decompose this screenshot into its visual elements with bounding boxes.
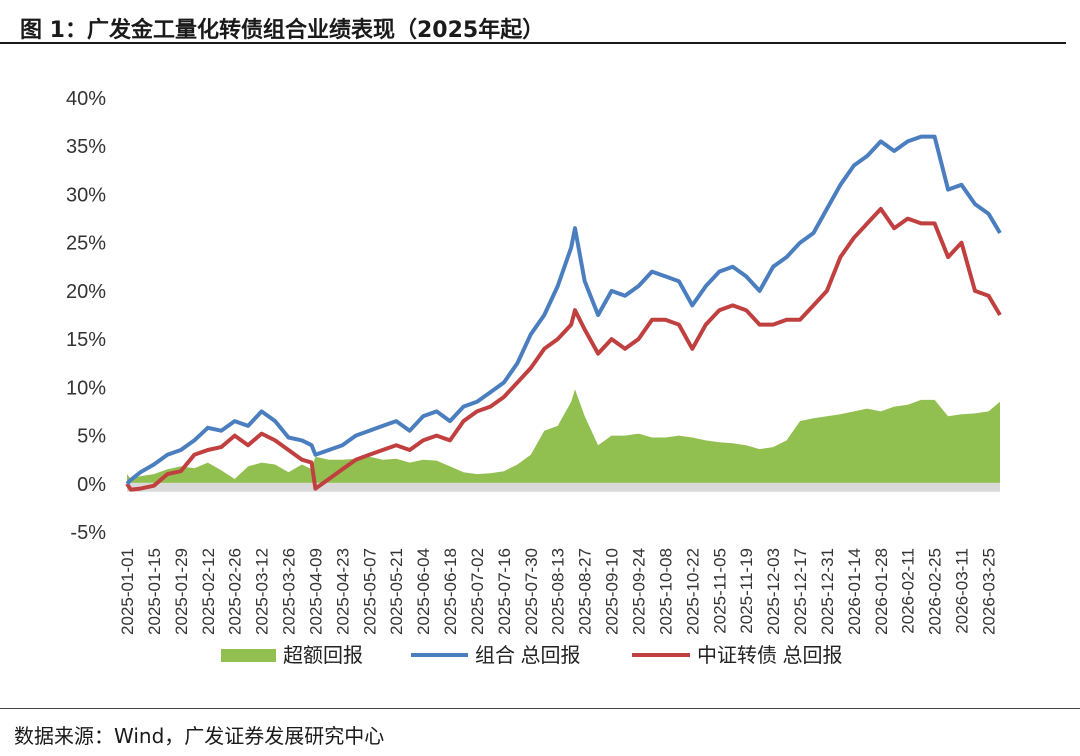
excess-area xyxy=(127,389,1000,484)
x-tick-label: 2025-03-26 xyxy=(280,548,299,635)
x-tick-label: 2026-01-14 xyxy=(845,548,864,635)
x-tick-label: 2025-05-07 xyxy=(360,548,379,635)
y-tick-label: 20% xyxy=(66,281,106,303)
x-tick-label: 2025-10-22 xyxy=(683,548,702,635)
x-tick-label: 2025-01-29 xyxy=(172,548,191,635)
title-rule xyxy=(0,42,1066,44)
x-tick-label: 2025-01-15 xyxy=(145,548,164,635)
x-tick-label: 2025-05-21 xyxy=(387,548,406,635)
x-tick-label: 2026-01-28 xyxy=(872,548,891,635)
x-tick-label: 2025-09-10 xyxy=(603,548,622,635)
x-tick-label: 2025-06-04 xyxy=(414,548,433,635)
legend-label-portfolio: 组合 总回报 xyxy=(475,644,581,667)
portfolio-line xyxy=(125,134,1002,486)
chart-area: -5% 0% 5% 10% 15% 20% 25% 30% 35% 40% 2025-01-01 20… xyxy=(0,46,1080,696)
x-tick-label: 2025-02-26 xyxy=(226,548,245,635)
x-tick-label: 2025-11-05 xyxy=(710,548,729,634)
y-tick-label: 0% xyxy=(77,474,106,496)
legend-swatch-excess xyxy=(221,649,276,662)
x-tick-label: 2025-07-30 xyxy=(522,548,541,635)
x-tick-label: 2025-03-12 xyxy=(253,548,272,635)
y-tick-label: -5% xyxy=(70,522,106,544)
x-tick-label: 2025-02-12 xyxy=(199,548,218,635)
x-tick-label: 2025-04-09 xyxy=(306,548,325,635)
x-tick-label: 2025-04-23 xyxy=(333,548,352,635)
chart-svg: -5% 0% 5% 10% 15% 20% 25% 30% 35% 40% 2025-01-01 20… xyxy=(66,88,1002,667)
x-tick-label: 2025-01-01 xyxy=(118,548,137,635)
index-line xyxy=(125,206,1002,492)
y-tick-label: 40% xyxy=(66,88,106,110)
x-tick-label: 2026-02-11 xyxy=(899,548,918,634)
x-tick-label: 2025-12-31 xyxy=(818,548,837,635)
figure-title: 图 1：广发金工量化转债组合业绩表现（2025年起） xyxy=(20,18,545,43)
x-tick-label: 2025-12-17 xyxy=(791,548,810,635)
x-tick-label: 2025-07-02 xyxy=(468,548,487,635)
y-tick-label: 15% xyxy=(66,329,106,351)
x-tick-label: 2025-08-13 xyxy=(549,548,568,635)
x-tick-label: 2025-12-03 xyxy=(764,548,783,635)
x-tick-label: 2025-09-24 xyxy=(630,548,649,635)
y-tick-label: 5% xyxy=(77,426,106,448)
x-tick-label: 2026-02-25 xyxy=(926,548,945,635)
y-tick-label: 30% xyxy=(66,184,106,206)
y-tick-label: 35% xyxy=(66,136,106,158)
x-tick-label: 2025-10-08 xyxy=(656,548,675,635)
legend-label-excess: 超额回报 xyxy=(283,644,363,667)
x-tick-label: 2026-03-25 xyxy=(980,548,999,635)
zero-axis xyxy=(127,482,1000,492)
x-tick-label: 2025-11-19 xyxy=(737,548,756,634)
y-tick-label: 25% xyxy=(66,233,106,255)
y-tick-label: 10% xyxy=(66,377,106,399)
x-tick-label: 2025-08-27 xyxy=(576,548,595,635)
x-tick-label: 2025-07-16 xyxy=(495,548,514,635)
source-note: 数据来源：Wind，广发证券发展研究中心 xyxy=(14,724,385,748)
legend-label-index: 中证转债 总回报 xyxy=(697,644,843,667)
x-tick-label: 2025-06-18 xyxy=(441,548,460,635)
footer-rule xyxy=(0,708,1080,709)
x-tick-label: 2026-03-11 xyxy=(953,548,972,634)
figure-title-bar: 图 1：广发金工量化转债组合业绩表现（2025年起） xyxy=(14,8,1066,44)
